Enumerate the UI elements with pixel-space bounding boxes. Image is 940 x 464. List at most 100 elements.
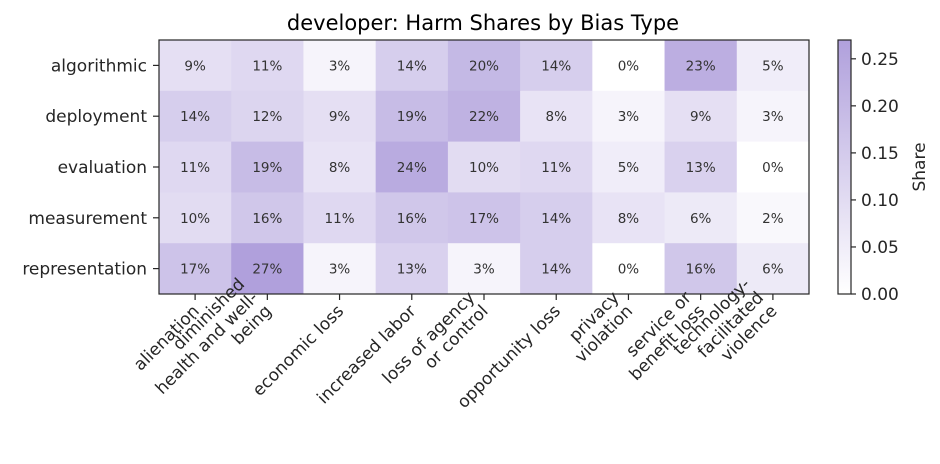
heatmap-cell <box>664 141 738 193</box>
heatmap-cell <box>159 192 232 244</box>
cell-label: 23% <box>686 58 716 74</box>
y-tick-label: measurement <box>28 209 147 229</box>
cell-label: 8% <box>546 109 568 125</box>
cell-label: 27% <box>252 262 282 278</box>
cell-label: 12% <box>252 109 282 125</box>
cell-label: 11% <box>541 160 571 176</box>
cell-label: 20% <box>469 58 499 74</box>
cell-label: 8% <box>329 160 351 176</box>
heatmap-cell <box>447 90 521 143</box>
cell-label: 6% <box>690 211 712 227</box>
heatmap-cell <box>375 141 449 193</box>
heatmap-cell <box>447 192 521 244</box>
heatmap-cell <box>592 243 666 295</box>
heatmap-cell <box>231 40 304 92</box>
heatmap-cell <box>736 243 810 295</box>
cell-label: 17% <box>469 211 499 227</box>
cell-label: 3% <box>329 58 351 74</box>
cell-label: 3% <box>473 262 495 278</box>
heatmap-cell <box>303 141 377 193</box>
heatmap-cell <box>375 243 449 295</box>
heatmap-cell <box>664 192 738 244</box>
cell-label: 19% <box>397 109 427 125</box>
colorbar-tick-label: 0.20 <box>861 97 899 117</box>
cell-label: 0% <box>762 160 784 176</box>
heatmap-cell <box>664 90 738 143</box>
cell-label: 16% <box>252 211 282 227</box>
heatmap-cell <box>231 90 304 143</box>
heatmap-cell <box>159 90 232 143</box>
heatmap-cell <box>231 192 304 244</box>
y-tick-label: evaluation <box>58 158 147 178</box>
row-labels: algorithmic deployment evaluation measureme… <box>22 56 159 280</box>
cell-label: 2% <box>762 211 784 227</box>
heatmap-cell <box>736 90 810 143</box>
cell-label: 11% <box>325 211 355 227</box>
cell-label: 17% <box>180 262 210 278</box>
heatmap-cell <box>303 40 377 92</box>
colorbar-tick-label: 0.00 <box>861 285 899 305</box>
colorbar-gradient <box>837 39 852 295</box>
heatmap-cell <box>159 40 232 92</box>
heatmap-cell <box>447 40 521 92</box>
heatmap-cell <box>159 141 232 193</box>
cell-label: 24% <box>397 160 427 176</box>
cell-label: 13% <box>397 262 427 278</box>
y-tick-label: representation <box>22 260 147 280</box>
colorbar-label: Share <box>910 142 930 191</box>
cell-label: 9% <box>329 109 351 125</box>
cell-label: 10% <box>180 211 210 227</box>
cell-label: 9% <box>184 58 206 74</box>
heatmap-cell <box>592 40 666 92</box>
heatmap-cell <box>375 90 449 143</box>
cell-label: 3% <box>329 262 351 278</box>
cell-label: 6% <box>762 262 784 278</box>
cell-label: 11% <box>180 160 210 176</box>
cell-label: 14% <box>541 262 571 278</box>
heatmap-cell <box>447 243 521 295</box>
cell-label: 16% <box>686 262 716 278</box>
heatmap-cell <box>447 141 521 193</box>
cell-label: 11% <box>252 58 282 74</box>
heatmap-cell <box>231 141 304 193</box>
colorbar-tick-label: 0.25 <box>861 50 899 70</box>
cell-label: 3% <box>762 109 784 125</box>
cell-label: 8% <box>618 211 640 227</box>
colorbar-tick-label: 0.10 <box>861 191 899 211</box>
cell-label: 3% <box>618 109 640 125</box>
cell-label: 0% <box>618 262 640 278</box>
heatmap-cell <box>231 243 304 295</box>
colorbar-tick-label: 0.15 <box>861 144 899 164</box>
heatmap-cell <box>520 243 593 295</box>
cell-label: 22% <box>469 109 499 125</box>
cell-label: 14% <box>541 58 571 74</box>
heatmap-cell <box>303 90 377 143</box>
colorbar-tick-label: 0.05 <box>861 238 899 258</box>
heatmap-cell <box>592 90 666 143</box>
cell-label: 5% <box>762 58 784 74</box>
y-tick-label: deployment <box>45 107 147 127</box>
heatmap-cell <box>303 192 377 244</box>
cell-label: 14% <box>180 109 210 125</box>
heatmap-cell <box>520 192 593 244</box>
heatmap-cell <box>375 40 449 92</box>
heatmap-cell <box>664 243 738 295</box>
cell-label: 16% <box>397 211 427 227</box>
heatmap-cell <box>592 141 666 193</box>
cell-label: 14% <box>541 211 571 227</box>
cell-label: 10% <box>469 160 499 176</box>
heatmap-cell <box>592 192 666 244</box>
cell-label: 5% <box>618 160 640 176</box>
heatmap-cell <box>736 192 810 244</box>
heatmap-cells: 9% 11% 3% 14% 20% 14% 0% 23% 5% 14% 12% 9% 19% 22% 8% 3… <box>159 40 810 295</box>
colorbar: 0.00 0.05 0.10 0.15 0.20 0.25 Share <box>837 39 930 305</box>
chart-title: developer: Harm Shares by Bias Type <box>287 11 679 35</box>
heatmap-cell <box>520 141 593 193</box>
cell-label: 9% <box>690 109 712 125</box>
heatmap-cell <box>520 40 593 92</box>
cell-label: 14% <box>397 58 427 74</box>
heatmap-cell <box>375 192 449 244</box>
heatmap-cell <box>664 40 738 92</box>
